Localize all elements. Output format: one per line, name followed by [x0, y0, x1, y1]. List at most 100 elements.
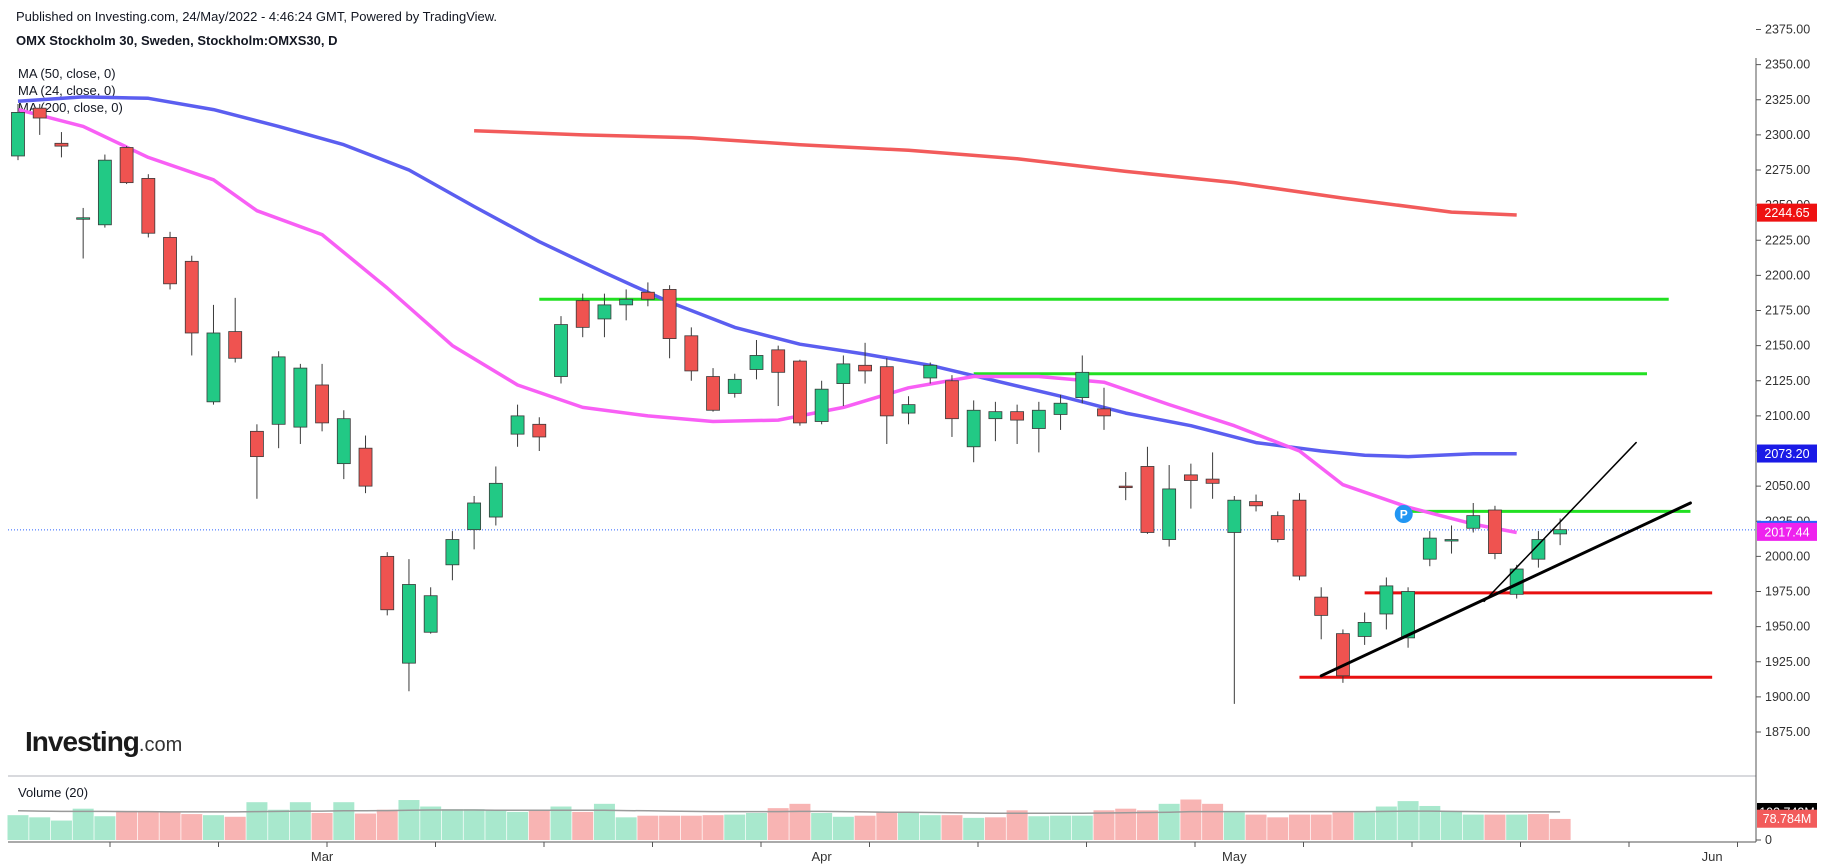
volume-bar: [376, 809, 398, 840]
trend-line-0: [1319, 501, 1692, 678]
volume-bar: [550, 806, 572, 840]
candle: [836, 363, 851, 384]
candle: [467, 502, 482, 531]
candle: [163, 237, 177, 285]
indicator-ma50[interactable]: MA (50, close, 0): [18, 66, 116, 81]
candle: [184, 260, 199, 334]
candle: [901, 404, 916, 414]
price-tick-label: 2325.00: [1765, 93, 1810, 107]
price-tick-label: 1975.00: [1765, 585, 1810, 599]
volume-bar: [398, 800, 420, 840]
volume-last-badge: 78.784M: [1763, 812, 1812, 826]
ma50-badge: 2073.20: [1764, 447, 1809, 461]
price-tick-label: 1950.00: [1765, 620, 1810, 634]
volume-bar: [789, 803, 811, 840]
volume-bar: [1180, 799, 1202, 840]
ma200-badge-bg: [1757, 203, 1817, 222]
volume-bar: [1267, 817, 1289, 840]
volume-bar: [333, 802, 355, 840]
candle: [380, 555, 395, 611]
price-tick-label: 2100.00: [1765, 409, 1810, 423]
candle: [597, 304, 612, 320]
volume-bar: [485, 810, 507, 840]
marker-circle: [1394, 505, 1413, 523]
volume-bar: [1419, 805, 1441, 840]
price-tick-label: 2225.00: [1765, 233, 1810, 247]
volume-bar: [1397, 801, 1419, 840]
volume-bar: [1071, 815, 1093, 840]
volume-bar: [159, 811, 181, 840]
candle: [988, 411, 1003, 420]
volume-bar: [1310, 814, 1332, 840]
volume-bar: [355, 813, 377, 840]
volume-bar: [659, 815, 681, 840]
candle: [640, 291, 655, 300]
candle: [445, 539, 460, 566]
candle: [1205, 478, 1220, 484]
volume-bar: [1441, 811, 1463, 840]
candle: [228, 331, 243, 359]
investing-logo: Investing.com: [25, 726, 182, 758]
price-tick-label: 2000.00: [1765, 549, 1810, 563]
volume-bar: [1506, 814, 1528, 840]
volume-bar: [637, 815, 659, 840]
volume-bar: [50, 820, 72, 840]
volume-bar: [615, 817, 637, 840]
price-tick-label: 2125.00: [1765, 374, 1810, 388]
candle: [1031, 409, 1046, 429]
candle: [879, 366, 894, 417]
candle: [706, 376, 720, 411]
candle: [749, 355, 764, 370]
volume-tick-label: 0: [1765, 833, 1772, 847]
candle: [402, 584, 416, 664]
candle: [1010, 411, 1025, 421]
candle: [1314, 596, 1329, 616]
ma24-badge: 2017.44: [1764, 525, 1809, 539]
candle: [293, 367, 308, 428]
candle: [1444, 539, 1459, 542]
price-tick-label: 1875.00: [1765, 725, 1810, 739]
volume-bar: [137, 811, 159, 840]
volume-bar: [94, 816, 116, 840]
volume-bar: [1484, 814, 1506, 840]
candle: [271, 356, 286, 425]
volume-bar: [7, 815, 29, 840]
candle: [1183, 474, 1198, 481]
candle: [1249, 501, 1263, 507]
price-tick-label: 2275.00: [1765, 163, 1810, 177]
ma-line-0: [17, 95, 1517, 459]
trend-line-1: [1483, 441, 1637, 603]
volume-bar: [528, 810, 550, 840]
candle: [97, 159, 112, 226]
candle: [727, 378, 742, 394]
logo-main: Investing: [25, 726, 140, 757]
candle: [54, 142, 69, 147]
volume-bar: [181, 814, 203, 840]
candle: [1118, 485, 1133, 489]
candle: [336, 418, 351, 465]
candle: [1270, 515, 1285, 540]
price-tick-label: 2050.00: [1765, 479, 1810, 493]
candle: [858, 364, 872, 372]
volume-bar: [898, 811, 920, 840]
volume-bar: [832, 816, 854, 840]
candle: [1075, 371, 1090, 399]
candle: [1097, 408, 1111, 417]
candle: [575, 300, 590, 328]
volume-bar: [1028, 816, 1050, 840]
time-tick-label: Apr: [812, 849, 833, 864]
candle: [793, 360, 807, 424]
volume-bar: [1158, 803, 1180, 840]
volume-label: Volume (20): [18, 785, 89, 800]
candle: [119, 147, 134, 184]
volume-bar: [593, 803, 615, 840]
volume-bar: [507, 811, 529, 840]
candle: [11, 111, 25, 157]
ma50-badge-bg: [1757, 444, 1817, 463]
price-tick-label: 2175.00: [1765, 304, 1810, 318]
volume-bar: [268, 809, 290, 840]
volume-bar: [1375, 806, 1397, 840]
candle: [966, 409, 981, 448]
indicator-ma24[interactable]: MA (24, close, 0): [18, 83, 116, 98]
